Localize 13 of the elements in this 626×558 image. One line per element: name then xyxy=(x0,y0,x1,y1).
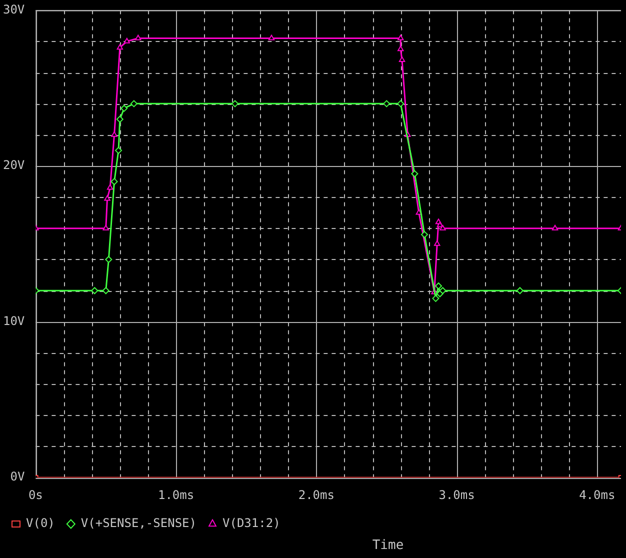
legend-label: V(0) xyxy=(26,516,55,530)
x-tick-label: 1.0ms xyxy=(158,488,194,502)
legend-label: V(+SENSE,-SENSE) xyxy=(80,516,196,530)
y-tick-label: 0V xyxy=(10,470,25,484)
x-tick-label: 3.0ms xyxy=(438,488,475,502)
y-tick-label: 30V xyxy=(2,2,25,16)
y-tick-label: 20V xyxy=(2,158,25,172)
x-tick-label: 2.0ms xyxy=(298,488,334,502)
legend-label: V(D31:2) xyxy=(222,516,280,530)
x-axis-title: Time xyxy=(372,538,404,553)
x-tick-label: 0s xyxy=(28,488,43,502)
y-tick-label: 10V xyxy=(2,314,25,328)
x-tick-label: 4.0ms xyxy=(579,488,616,502)
